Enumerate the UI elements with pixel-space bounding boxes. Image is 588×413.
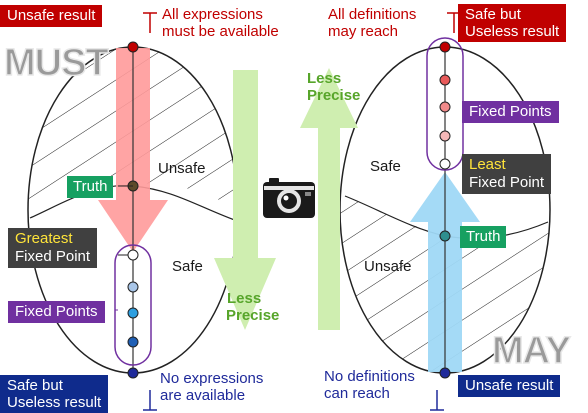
must-top-box-text: Unsafe result (7, 7, 96, 24)
must-fixed-points-label: Fixed Points (15, 303, 98, 320)
must-gfp-rest: Fixed Point (15, 248, 91, 265)
may-safe-region-label: Safe (370, 158, 401, 175)
may-truth-label: Truth (466, 228, 501, 245)
must-truth-box: Truth (67, 176, 114, 198)
must-safe-region-label: Safe (172, 258, 203, 275)
may-precision-line: Precise (307, 87, 361, 105)
must-bottom-box-line: Safe but (7, 377, 63, 394)
must-less-precise-label: Less Precise (226, 290, 279, 325)
must-truth-label: Truth (73, 178, 108, 195)
must-top-note: All expressions must be available (162, 6, 279, 41)
may-lfp-highlight: Least (469, 156, 506, 173)
may-lfp-rest: Fixed Point (469, 174, 545, 191)
must-fixed-points-outline (114, 244, 152, 366)
must-top-note-line: All expressions (162, 6, 263, 23)
must-top-element-dot (127, 41, 139, 53)
must-safe-useless-box: Safe but Useless result (0, 375, 109, 413)
may-unsafe-result-box: Unsafe result (458, 375, 561, 397)
may-truth-dot (439, 230, 451, 242)
may-least-fixed-point-box: Least Fixed Point (462, 154, 552, 194)
may-top-note-line: All definitions (328, 6, 417, 23)
must-unsafe-result-box: Unsafe result (0, 5, 103, 27)
must-fixed-points-box: Fixed Points (8, 301, 105, 323)
may-fixed-point-dot (439, 74, 451, 86)
may-truth-box: Truth (460, 226, 507, 248)
must-precision-line: Less (227, 290, 262, 307)
must-fixed-point-dot (127, 336, 139, 348)
must-precision-line: Precise (226, 307, 280, 325)
may-fixed-point-dot (439, 130, 451, 142)
must-top-note-line: must be available (162, 23, 279, 41)
may-top-element-dot (439, 41, 451, 53)
must-greatest-fixed-point-box: Greatest Fixed Point (8, 228, 98, 268)
may-fixed-point-dot (439, 101, 451, 113)
may-top-box-line: Safe but (465, 6, 521, 23)
must-fixed-point-dot (127, 281, 139, 293)
may-bottom-note-line: No definitions (324, 368, 415, 385)
may-unsafe-region-label: Unsafe (364, 258, 412, 275)
may-less-precise-label: Less Precise (307, 70, 360, 105)
may-bottom-element-dot (439, 367, 451, 379)
may-top-box-line: Useless result (465, 23, 560, 40)
may-top-note-line: may reach (328, 23, 399, 41)
must-greatest-fixed-point-dot (127, 249, 139, 261)
must-bottom-note-line: are available (160, 387, 246, 405)
must-title: MUST (3, 41, 109, 84)
may-precision-line: Less (307, 70, 342, 87)
must-unsafe-region-label: Unsafe (158, 160, 206, 177)
may-safe-useless-box: Safe but Useless result (458, 4, 567, 42)
may-bottom-note: No definitions can reach (324, 368, 415, 403)
must-gfp-highlight: Greatest (15, 230, 73, 247)
may-title: MAY (491, 329, 571, 372)
may-green-arrow (300, 68, 358, 330)
must-bottom-box-line: Useless result (7, 394, 102, 411)
may-fixed-points-box: Fixed Points (462, 101, 559, 123)
must-bottom-note: No expressions are available (160, 370, 263, 405)
may-fixed-points-label: Fixed Points (469, 103, 552, 120)
must-bottom-note-line: No expressions (160, 370, 264, 387)
may-bottom-box-text: Unsafe result (465, 377, 554, 394)
may-least-fixed-point-dot (439, 158, 451, 170)
may-top-note: All definitions may reach (328, 6, 416, 41)
must-bottom-element-dot (127, 367, 139, 379)
camera-icon (263, 178, 315, 218)
may-bottom-note-line: can reach (324, 385, 390, 403)
must-green-arrow (214, 70, 276, 330)
must-fixed-point-dot (127, 307, 139, 319)
